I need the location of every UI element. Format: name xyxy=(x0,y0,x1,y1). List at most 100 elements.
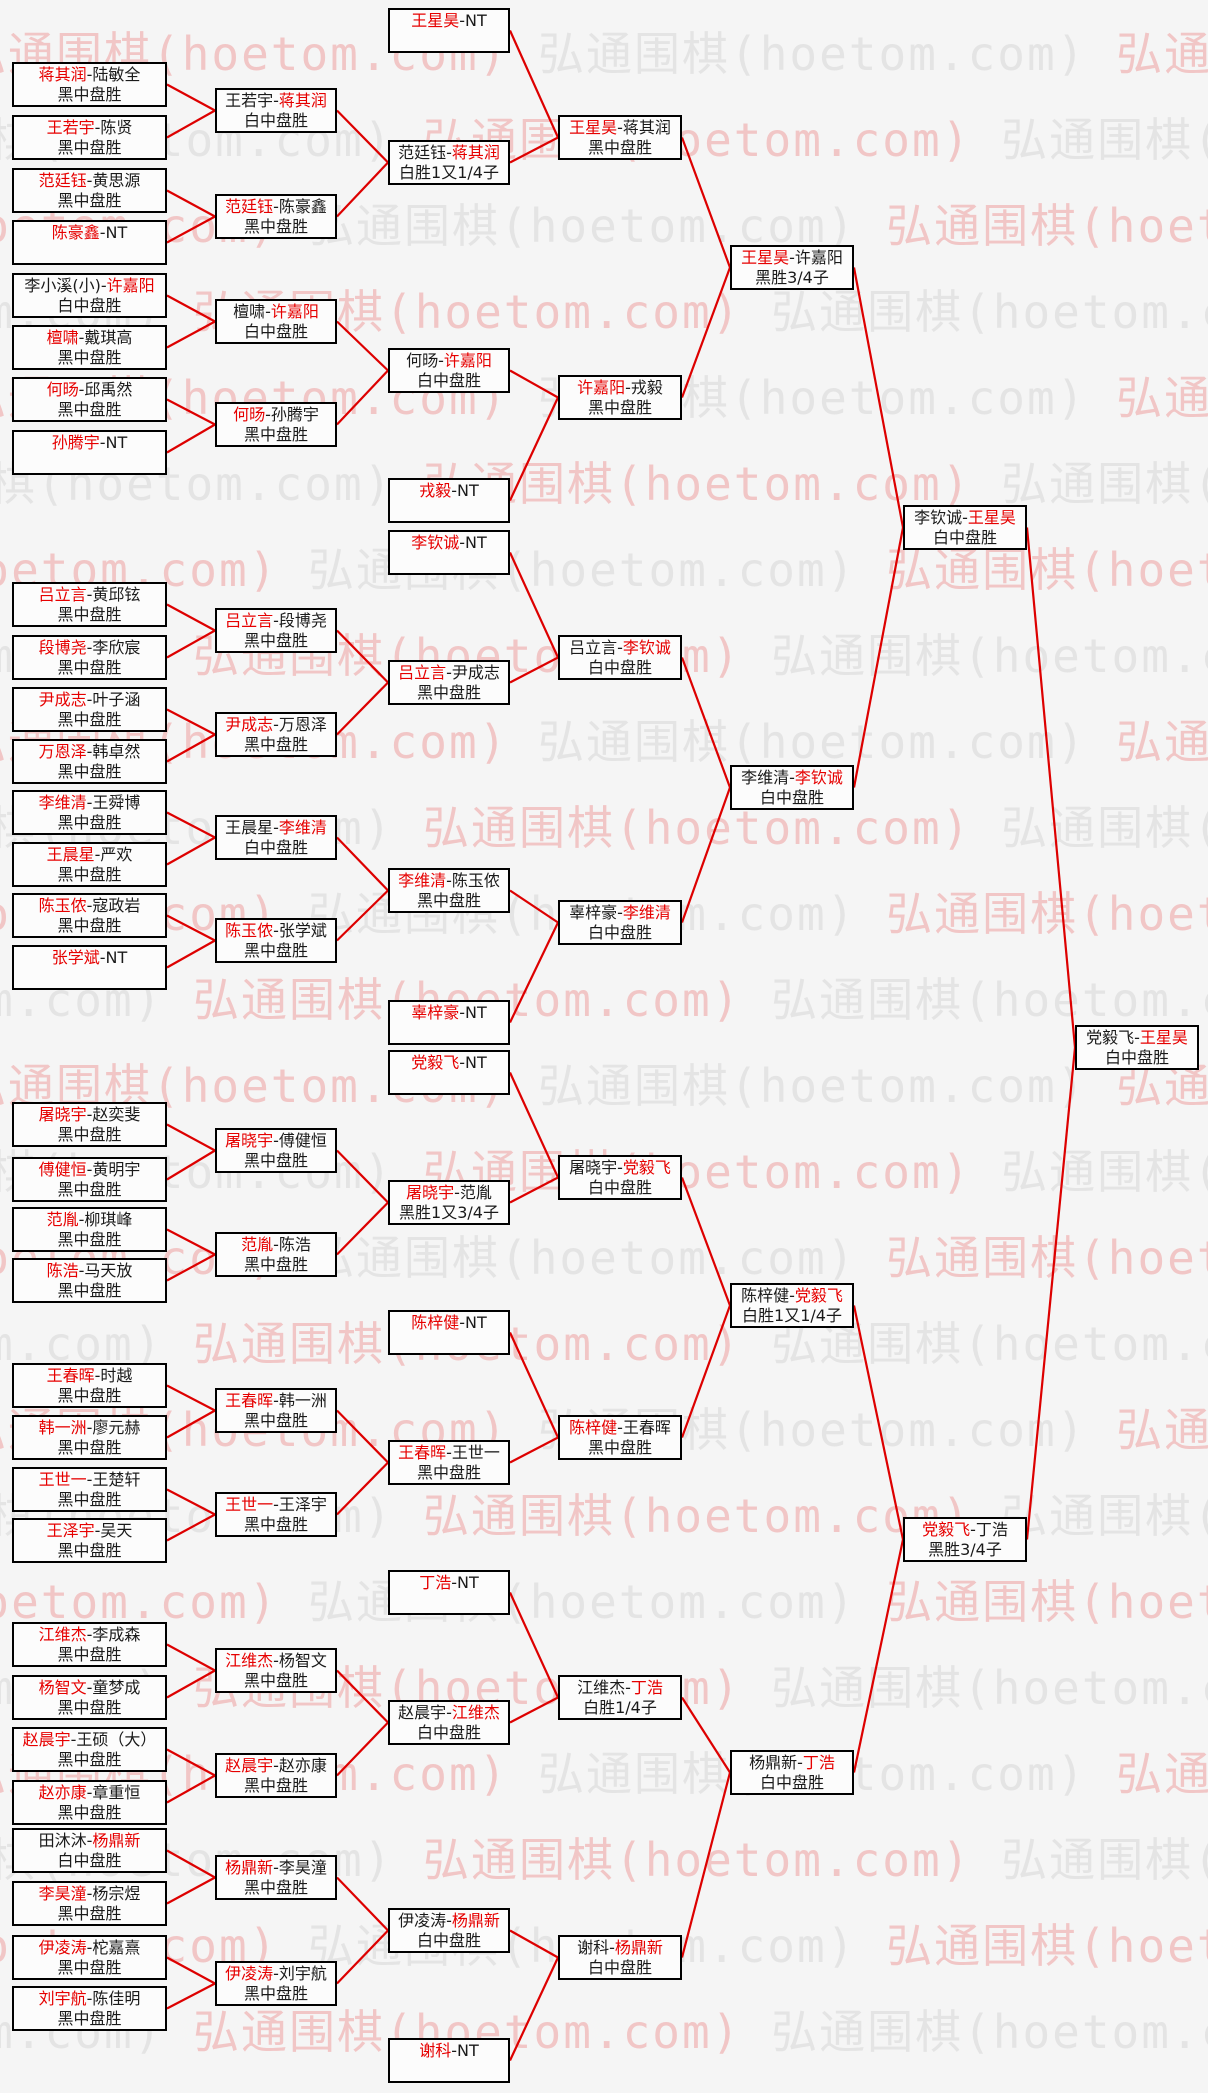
bracket-line-r5m4-r6m2 xyxy=(852,1539,905,1773)
player-name: 黄明宇 xyxy=(92,1160,141,1179)
match-result: 黑中盘胜 xyxy=(243,735,308,754)
watermark-text: 弘通围棋(hoetom.com) xyxy=(886,199,1208,253)
match-players: 王星昊-蒋其润 xyxy=(560,118,680,138)
match-players: 尹成志-万恩泽 xyxy=(217,715,335,735)
bracket-line-r4m7-r5m4 xyxy=(681,1696,731,1774)
match-result: 白中盘胜 xyxy=(1104,1048,1169,1067)
player-name: 童梦成 xyxy=(92,1678,141,1697)
match-box-r5m1: 王星昊-许嘉阳 黑胜3/4子 xyxy=(730,245,854,290)
match-players: 王春晖-王世一 xyxy=(390,1443,508,1463)
match-players: 王春晖-韩一洲 xyxy=(217,1391,335,1411)
match-players: 江维杰-丁浩 xyxy=(560,1678,680,1698)
match-players: 屠晓宇-赵奕斐 xyxy=(14,1105,165,1125)
match-result: 黑中盘胜 xyxy=(587,1438,652,1457)
watermark-text: 弘通围棋(hoetom.com) xyxy=(771,973,1208,1027)
dash: - xyxy=(273,1651,279,1670)
bracket-line-r2m14-r3m14 xyxy=(336,1721,389,1777)
dash: - xyxy=(273,1858,279,1877)
winner-name: 李维清 xyxy=(622,903,671,922)
player-name: 范胤 xyxy=(459,1183,492,1202)
match-box-r2m4: 何旸-孙腾宇 黑中盘胜 xyxy=(215,402,337,447)
match-players: 吕立言-尹成志 xyxy=(390,663,508,683)
bracket-line-r2m2-r3m2 xyxy=(336,161,389,218)
match-box-r2m7: 王晨星-李维清 白中盘胜 xyxy=(215,815,337,860)
match-result: 黑中盘胜 xyxy=(57,865,122,884)
winner-name: 范胤 xyxy=(241,1235,274,1254)
winner-name: 辜梓豪 xyxy=(411,1003,460,1022)
player-name: 伊凌涛 xyxy=(398,1911,447,1930)
dash: - xyxy=(86,690,93,709)
match-box-r2m11: 王春晖-韩一洲 黑中盘胜 xyxy=(215,1388,337,1433)
match-result: 黑中盘胜 xyxy=(243,1515,308,1534)
match-box-r1m25: 江维杰-李成森 黑中盘胜 xyxy=(12,1622,167,1667)
bracket-line-r5m3-r6m2 xyxy=(852,1305,905,1540)
dash: - xyxy=(446,1443,452,1462)
match-players: 李小溪(小)-许嘉阳 xyxy=(14,276,165,296)
player-name: 杨宗煜 xyxy=(92,1884,141,1903)
bracket-line-r1m1-r2m1 xyxy=(166,83,216,112)
watermark-text: 弘通围棋(hoetom.com) xyxy=(538,1059,1117,1113)
match-box-r1m5: 李小溪(小)-许嘉阳 白中盘胜 xyxy=(12,273,167,318)
player-name: 黄思源 xyxy=(92,171,141,190)
match-players: 王世一-王楚轩 xyxy=(14,1470,165,1490)
bracket-line-r3m12-r4m6 xyxy=(509,1436,559,1464)
winner-name: 李钦诚 xyxy=(411,533,460,552)
bracket-line-r2m13-r3m14 xyxy=(336,1669,389,1724)
watermark-text: 弘通围棋(hoetom.com) xyxy=(1116,1403,1208,1457)
winner-name: 杨鼎新 xyxy=(614,1938,663,1957)
match-box-r4m3: 吕立言-李钦诚 白中盘胜 xyxy=(558,635,682,680)
match-players: 赵亦康-章重恒 xyxy=(14,1783,165,1803)
match-box-r6m2: 党毅飞-丁浩 黑胜3/4子 xyxy=(903,1517,1027,1562)
dash: - xyxy=(273,1495,279,1514)
player-name: 李欣宸 xyxy=(92,638,141,657)
match-box-r4m7: 江维杰-丁浩 白胜1/4子 xyxy=(558,1675,682,1720)
player-name: NT xyxy=(457,481,479,500)
match-result: 黑中盘胜 xyxy=(57,191,122,210)
dash: - xyxy=(789,248,795,267)
player-name: NT xyxy=(105,948,128,967)
match-result: 白中盘胜 xyxy=(759,1773,824,1792)
dash: - xyxy=(99,433,106,452)
player-name: 杨鼎新 xyxy=(749,1753,798,1772)
winner-name: 江维杰 xyxy=(451,1703,500,1722)
winner-name: 檀啸 xyxy=(46,328,79,347)
dash: - xyxy=(86,585,93,604)
winner-name: 屠晓宇 xyxy=(38,1105,87,1124)
match-players: 范廷钰-陈豪鑫 xyxy=(217,197,335,217)
player-name: 吕立言 xyxy=(569,638,618,657)
winner-name: 丁浩 xyxy=(419,1573,452,1592)
winner-name: 屠晓宇 xyxy=(406,1183,455,1202)
match-players: 范胤-陈浩 xyxy=(217,1235,335,1255)
player-name: 张学斌 xyxy=(278,921,327,940)
match-box-r3m3: 何旸-许嘉阳 白中盘胜 xyxy=(388,348,510,393)
winner-name: 李维清 xyxy=(278,818,327,837)
match-players: 屠晓宇-傅健恒 xyxy=(217,1131,335,1151)
player-name: 万恩泽 xyxy=(278,715,327,734)
dash: - xyxy=(86,896,93,915)
match-result: 黑中盘胜 xyxy=(587,138,652,157)
match-box-r1m17: 屠晓宇-赵奕斐 黑中盘胜 xyxy=(12,1102,167,1147)
watermark-text: 弘通围棋(hoetom.com) xyxy=(0,2091,538,2093)
bracket-line-r1m7-r2m4 xyxy=(166,398,216,426)
winner-name: 赵晨宇 xyxy=(225,1756,274,1775)
match-players: 辜梓豪-李维清 xyxy=(560,903,680,923)
match-result: 黑中盘胜 xyxy=(57,1438,122,1457)
match-players: 范胤-柳琪峰 xyxy=(14,1210,165,1230)
match-box-r1m2: 王若宇-陈贤 黑中盘胜 xyxy=(12,115,167,160)
player-name: 严欢 xyxy=(100,845,133,864)
player-name: 陈浩 xyxy=(278,1235,311,1254)
winner-name: 尹成志 xyxy=(38,690,87,709)
player-name: 王舜博 xyxy=(92,793,141,812)
dash: - xyxy=(625,1678,631,1697)
winner-name: 王星昊 xyxy=(741,248,790,267)
dash: - xyxy=(273,1391,279,1410)
winner-name: 范胤 xyxy=(46,1210,79,1229)
winner-name: 王星昊 xyxy=(967,508,1016,527)
bracket-line-r2m7-r3m7 xyxy=(336,836,389,892)
winner-name: 范廷钰 xyxy=(38,171,87,190)
winner-name: 谢科 xyxy=(419,2041,452,2060)
winner-name: 万恩泽 xyxy=(38,742,87,761)
dash: - xyxy=(273,1131,279,1150)
bracket-line-r4m3-r5m2 xyxy=(680,657,732,788)
bracket-line-r1m27-r2m14 xyxy=(166,1748,216,1777)
